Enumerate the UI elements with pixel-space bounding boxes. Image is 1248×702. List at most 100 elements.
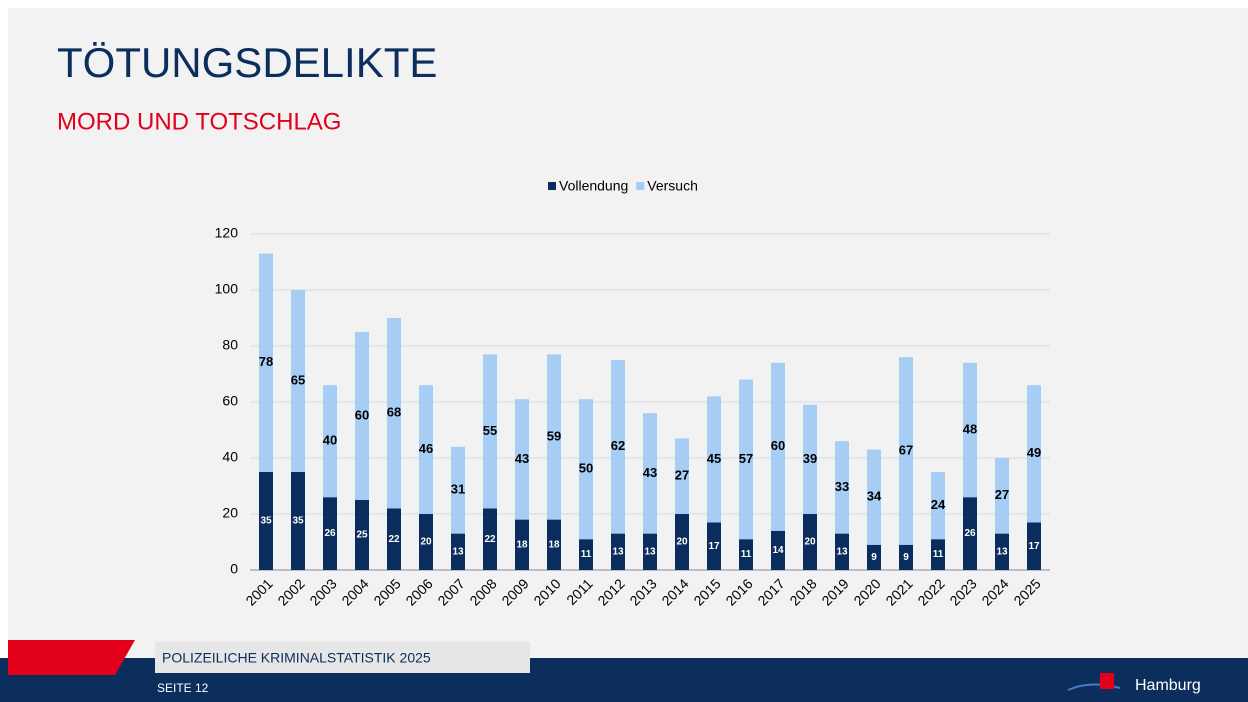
data-label: 68 xyxy=(387,405,401,420)
bar-segment xyxy=(707,522,721,570)
bar-segment xyxy=(899,357,913,545)
data-label: 35 xyxy=(260,516,272,527)
footer-accent xyxy=(8,640,135,675)
data-label: 34 xyxy=(867,489,882,504)
slide-background xyxy=(8,8,1248,702)
logo-castle xyxy=(1100,673,1114,689)
legend-label: Vollendung xyxy=(559,178,628,194)
data-label: 18 xyxy=(548,539,560,550)
data-label: 11 xyxy=(933,549,944,560)
bar-segment xyxy=(579,399,593,540)
data-label: 11 xyxy=(741,549,752,560)
data-label: 22 xyxy=(388,534,400,545)
data-label: 48 xyxy=(963,421,977,436)
bar-segment xyxy=(931,539,945,570)
slide-title: TÖTUNGSDELIKTE xyxy=(57,39,437,86)
bar-segment xyxy=(739,379,753,540)
data-label: 27 xyxy=(995,487,1009,502)
bar-segment xyxy=(259,472,273,570)
data-label: 43 xyxy=(643,465,657,480)
data-label: 27 xyxy=(675,468,689,483)
data-label: 35 xyxy=(292,516,304,527)
bar-segment xyxy=(387,318,401,509)
bar-segment xyxy=(675,438,689,514)
slide-subtitle: MORD UND TOTSCHLAG xyxy=(57,108,341,135)
bar-segment xyxy=(579,539,593,570)
bar-segment xyxy=(931,472,945,540)
data-label: 60 xyxy=(355,407,369,422)
bar-segment xyxy=(547,519,561,570)
footer-report: POLIZEILICHE KRIMINALSTATISTIK 2025 xyxy=(162,650,431,666)
data-label: 11 xyxy=(581,549,592,560)
bar-segment xyxy=(387,508,401,570)
data-label: 9 xyxy=(871,552,877,563)
data-label: 59 xyxy=(547,428,561,443)
bar-segment xyxy=(323,385,337,498)
bar-segment xyxy=(291,472,305,570)
footer-page: SEITE 12 xyxy=(157,681,209,695)
data-label: 45 xyxy=(707,451,721,466)
data-label: 22 xyxy=(484,534,496,545)
data-label: 67 xyxy=(899,442,913,457)
data-label: 65 xyxy=(291,372,305,387)
data-label: 13 xyxy=(644,546,656,557)
bar-segment xyxy=(483,508,497,570)
bar-segment xyxy=(995,533,1009,570)
data-label: 20 xyxy=(804,537,816,548)
logo-text: Hamburg xyxy=(1135,677,1201,694)
bar-segment xyxy=(451,446,465,534)
bar-segment xyxy=(803,514,817,570)
y-tick-label: 60 xyxy=(222,393,238,409)
data-label: 13 xyxy=(612,546,624,557)
data-label: 40 xyxy=(323,433,337,448)
bar-segment xyxy=(899,544,913,570)
y-tick-label: 40 xyxy=(222,449,238,465)
y-tick-label: 120 xyxy=(215,225,239,241)
data-label: 14 xyxy=(772,545,784,556)
data-label: 49 xyxy=(1027,445,1041,460)
bar-segment xyxy=(1027,385,1041,523)
bar-segment xyxy=(771,362,785,531)
bar-segment xyxy=(739,539,753,570)
bar-segment xyxy=(835,533,849,570)
bar-segment xyxy=(835,441,849,534)
bar-segment xyxy=(419,385,433,514)
y-tick-label: 20 xyxy=(222,505,238,521)
bar-segment xyxy=(643,413,657,534)
bar-segment xyxy=(867,544,881,570)
bar-segment xyxy=(643,533,657,570)
bar-segment xyxy=(611,360,625,534)
bar-segment xyxy=(1027,522,1041,570)
data-label: 9 xyxy=(903,552,909,563)
bar-segment xyxy=(547,354,561,520)
bar-segment xyxy=(803,404,817,514)
data-label: 25 xyxy=(356,530,368,541)
logo-wave xyxy=(1067,683,1121,691)
data-label: 43 xyxy=(515,451,529,466)
legend-swatch xyxy=(548,182,556,190)
bar-segment xyxy=(515,399,529,520)
data-label: 62 xyxy=(611,438,625,453)
data-label: 24 xyxy=(931,497,946,512)
bar-segment xyxy=(323,497,337,570)
bar-segment xyxy=(451,533,465,570)
bar-segment xyxy=(355,332,369,500)
data-label: 39 xyxy=(803,451,817,466)
data-label: 60 xyxy=(771,438,785,453)
bar-segment xyxy=(259,253,273,472)
data-label: 13 xyxy=(452,546,464,557)
bar-segment xyxy=(675,514,689,570)
bar-segment xyxy=(355,500,369,570)
bar-segment xyxy=(707,396,721,523)
data-label: 17 xyxy=(1028,541,1040,552)
data-label: 57 xyxy=(739,451,753,466)
bar-segment xyxy=(515,519,529,570)
data-label: 17 xyxy=(708,541,720,552)
bar-segment xyxy=(611,533,625,570)
data-label: 13 xyxy=(836,546,848,557)
data-label: 26 xyxy=(324,528,336,539)
bar-segment xyxy=(867,449,881,545)
bar-segment xyxy=(963,497,977,570)
data-label: 50 xyxy=(579,461,593,476)
